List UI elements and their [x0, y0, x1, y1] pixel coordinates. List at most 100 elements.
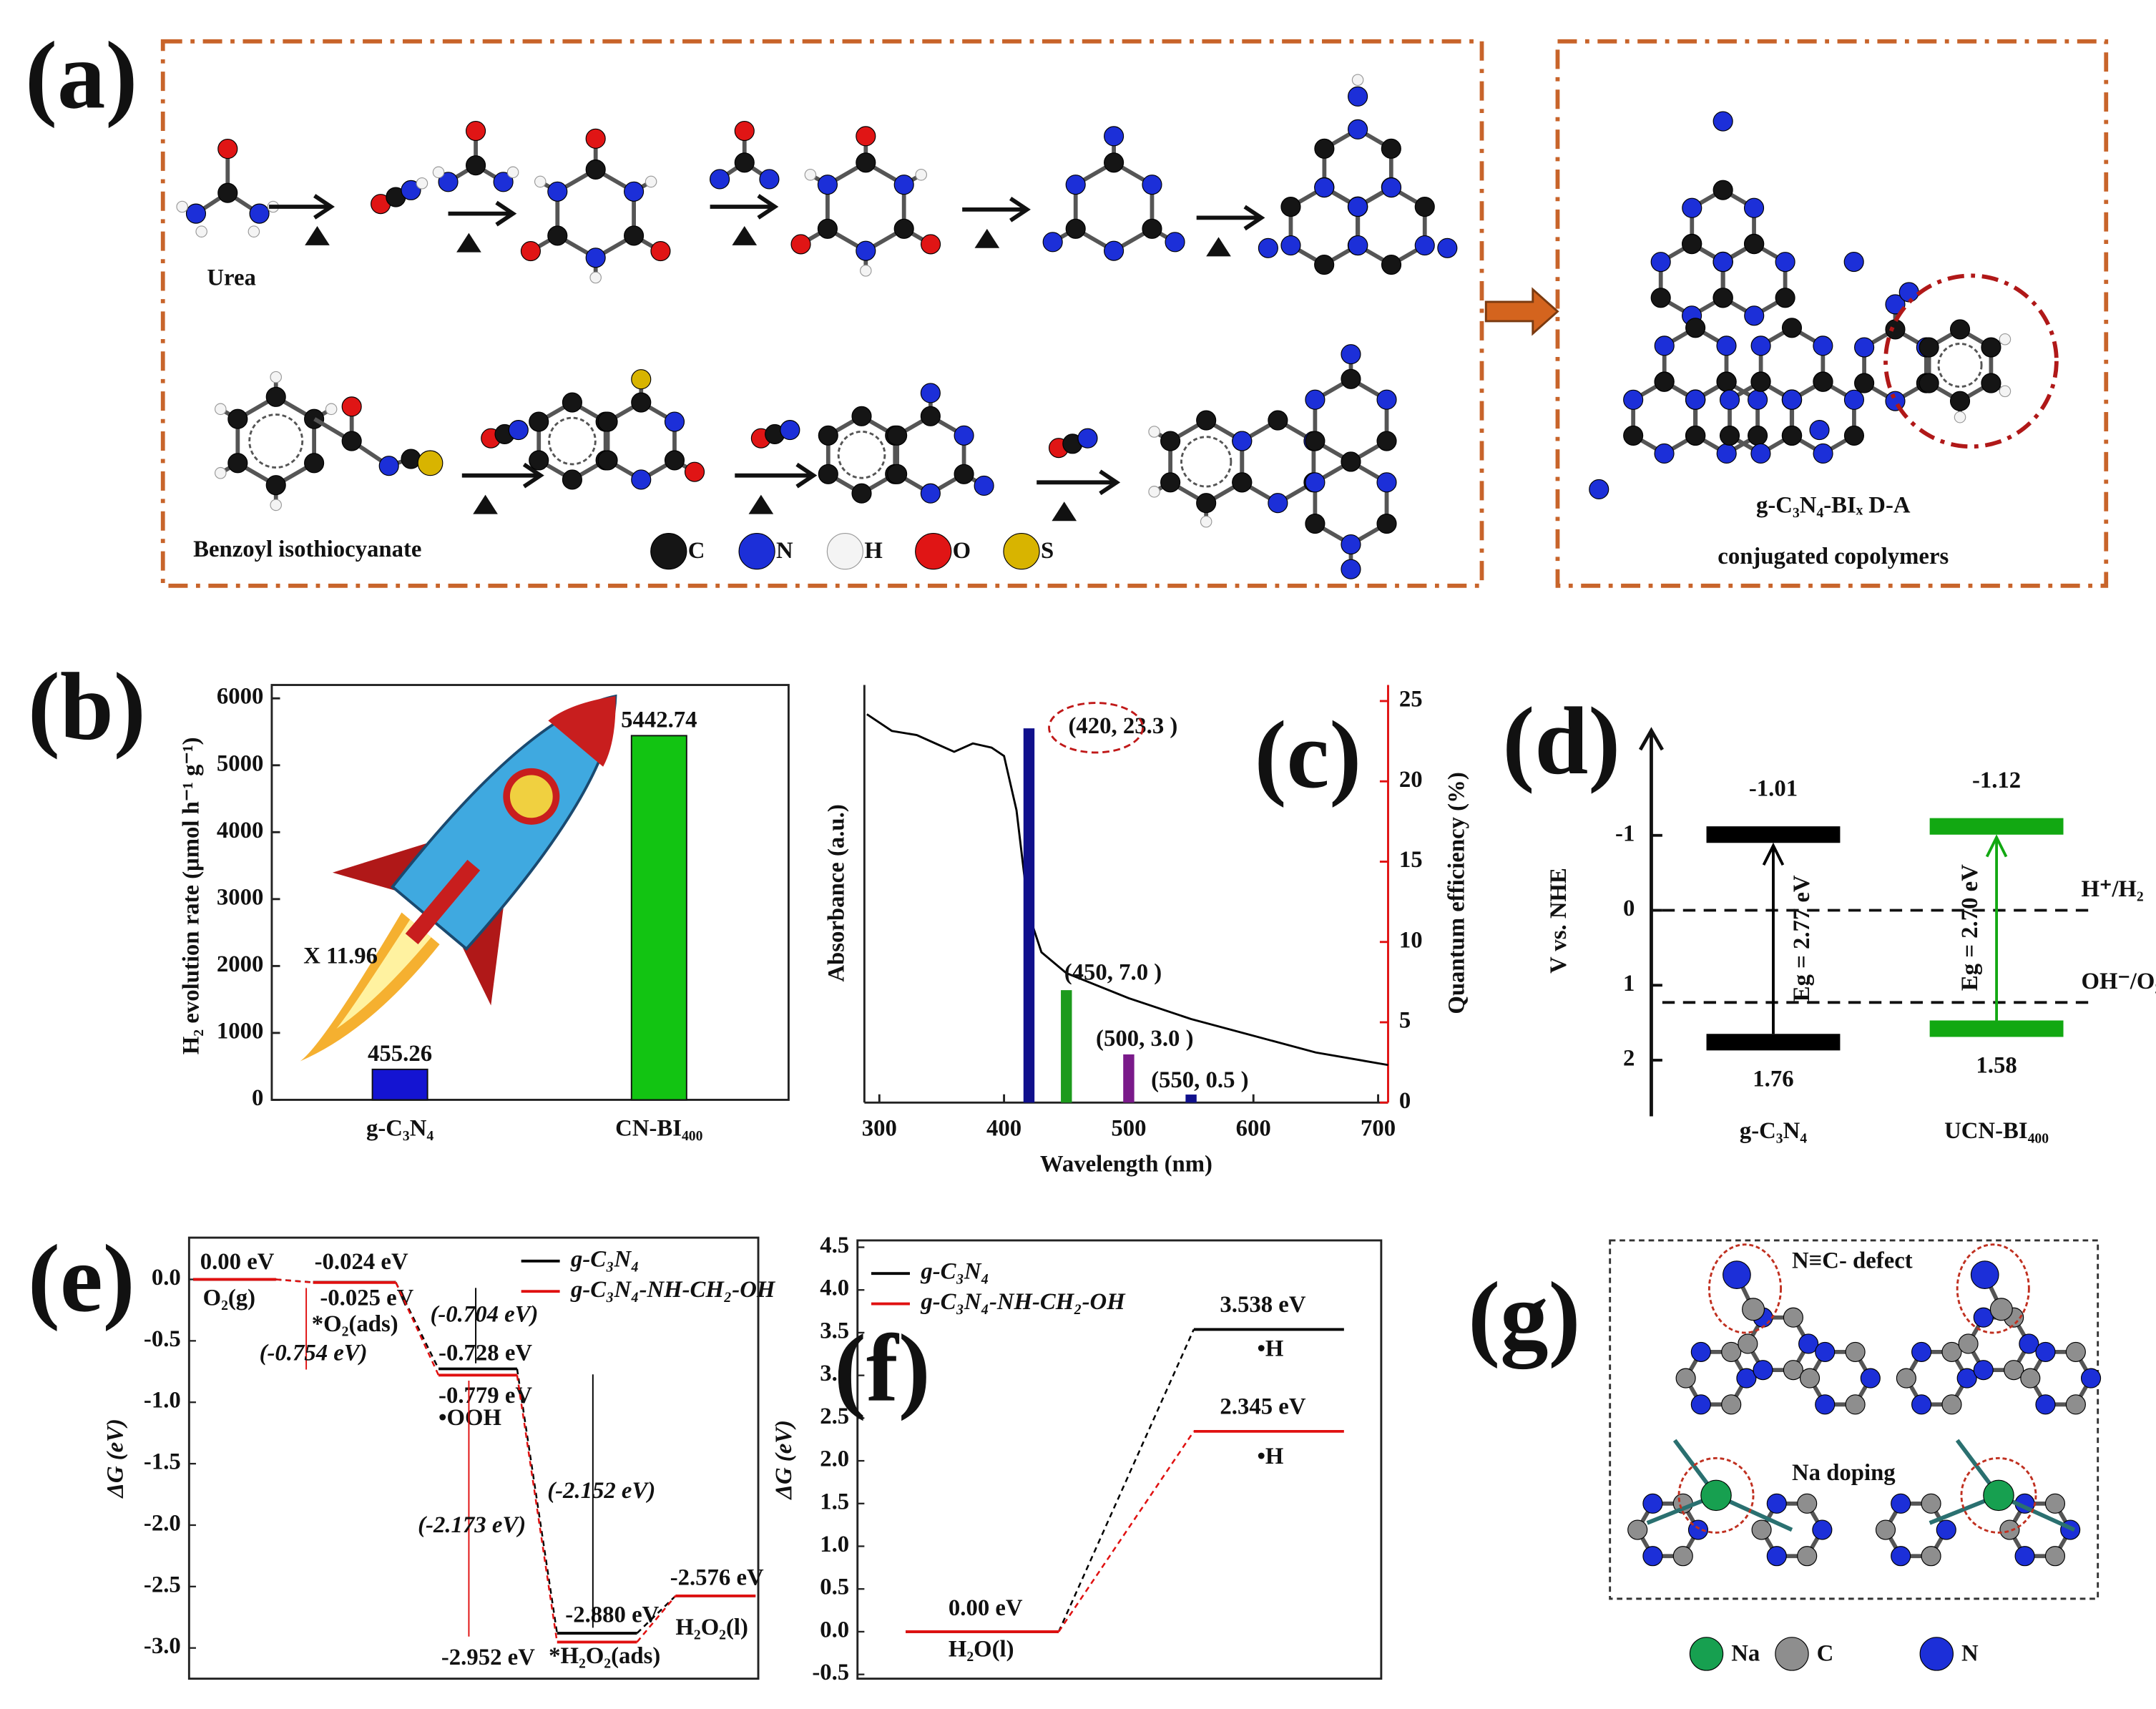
atom: [684, 461, 705, 482]
atom: [818, 425, 838, 446]
atom: [562, 469, 582, 490]
precursor-name: Benzoyl isothiocyanate: [193, 537, 421, 562]
atom: [624, 225, 645, 246]
annotation: (-2.173 eV): [418, 1512, 526, 1538]
atom: [1348, 196, 1368, 217]
atom: [1414, 197, 1435, 217]
atom: [710, 169, 730, 190]
x-tick-label: 700: [1361, 1115, 1396, 1141]
atom: [1753, 1360, 1773, 1381]
atom: [248, 225, 260, 238]
atom: [1160, 472, 1181, 493]
atom: [506, 166, 519, 179]
atom: [1999, 1519, 2020, 1540]
atom: [624, 181, 645, 202]
atom: [466, 120, 486, 142]
y-tick-label: 2.0: [820, 1446, 849, 1472]
absorbance-line: [866, 713, 1388, 1067]
y-tick-label: -2.0: [144, 1510, 181, 1536]
bar: [1123, 1054, 1135, 1103]
rocket-window: [503, 768, 560, 825]
atom: [1305, 431, 1326, 451]
gap-label: Eg = 2.77 eV: [1789, 875, 1815, 1002]
atom: [1104, 240, 1124, 261]
atom: [1642, 1546, 1663, 1567]
atom: [631, 392, 652, 413]
y-axis-label: ΔG (eV): [771, 1420, 797, 1501]
atom: [1690, 1341, 1711, 1362]
atom: [1919, 373, 1939, 393]
arrow-head: [1099, 469, 1121, 496]
atom: [1941, 1341, 1962, 1362]
heat-triangle: [305, 225, 330, 245]
arrow-head: [757, 194, 779, 220]
arrow-head: [795, 462, 818, 489]
atom: [2065, 1341, 2086, 1362]
atom: [1885, 319, 1906, 340]
y-tick-label: 3.5: [820, 1318, 849, 1343]
atom: [508, 420, 529, 441]
annotation: (-0.754 eV): [260, 1340, 368, 1366]
atom: [1781, 389, 1803, 410]
atom: [1258, 238, 1278, 258]
atom: [1891, 1546, 1911, 1567]
atom: [585, 128, 606, 149]
atom: [1742, 1298, 1765, 1321]
data-label: 455.26: [368, 1041, 432, 1067]
atom: [1351, 74, 1364, 87]
atom: [1970, 1260, 1999, 1289]
heat-triangle: [748, 494, 774, 514]
atom: [1766, 1493, 1787, 1514]
atom: [1654, 336, 1675, 356]
atom: [1936, 1519, 1956, 1540]
atom: [1813, 443, 1833, 464]
y-tick-label: 1000: [217, 1018, 263, 1044]
atom: [1341, 368, 1361, 389]
y-tick-label: -1: [1615, 821, 1635, 846]
atom: [1280, 197, 1301, 217]
state-label: H₂O₂(l): [675, 1615, 748, 1640]
atom: [1798, 1333, 1819, 1354]
annotation: N≡C- defect: [1792, 1248, 1913, 1273]
atom: [1104, 126, 1124, 147]
atom: [1712, 251, 1733, 273]
atom: [1748, 389, 1768, 410]
atom: [1719, 425, 1740, 446]
atom: [401, 180, 421, 200]
atom: [1748, 425, 1768, 446]
arrow-head: [522, 462, 544, 489]
aromatic-ring: [837, 430, 886, 479]
atom: [780, 420, 800, 441]
atom: [1723, 1260, 1751, 1289]
precursor-name: Urea: [207, 265, 256, 291]
reference-label: OH⁻/O₂: [2082, 969, 2156, 994]
data-label: (450, 7.0 ): [1064, 960, 1162, 986]
atom: [1815, 1341, 1836, 1362]
highlight-circle: [1707, 1243, 1783, 1334]
atom: [1682, 234, 1702, 255]
x-axis-label: Wavelength (nm): [1040, 1151, 1212, 1177]
y-tick-label: -0.5: [144, 1326, 181, 1352]
atom: [1781, 318, 1803, 338]
atom: [1999, 333, 2012, 346]
atom: [734, 152, 755, 173]
atom: [1797, 1546, 1818, 1567]
rocket-flame-core: [336, 919, 431, 1029]
arrow-head: [313, 194, 335, 220]
atom: [1341, 344, 1361, 365]
atom: [1268, 410, 1288, 431]
atom: [1813, 371, 1833, 392]
atom: [1700, 1479, 1732, 1512]
y2-axis-label: Quantum efficiency (%): [1444, 772, 1469, 1014]
atom: [1921, 1493, 1941, 1514]
atom: [2035, 1341, 2056, 1362]
atom: [1268, 493, 1288, 514]
legend-label: g-C₃N₄-NH-CH₂-OH: [570, 1277, 776, 1303]
atom: [1104, 152, 1124, 173]
atom: [1812, 1519, 1833, 1540]
heat-triangle: [1052, 501, 1077, 521]
atom: [341, 431, 362, 451]
aromatic-ring: [1180, 436, 1233, 488]
atom: [562, 392, 582, 413]
atom: [1750, 443, 1771, 464]
